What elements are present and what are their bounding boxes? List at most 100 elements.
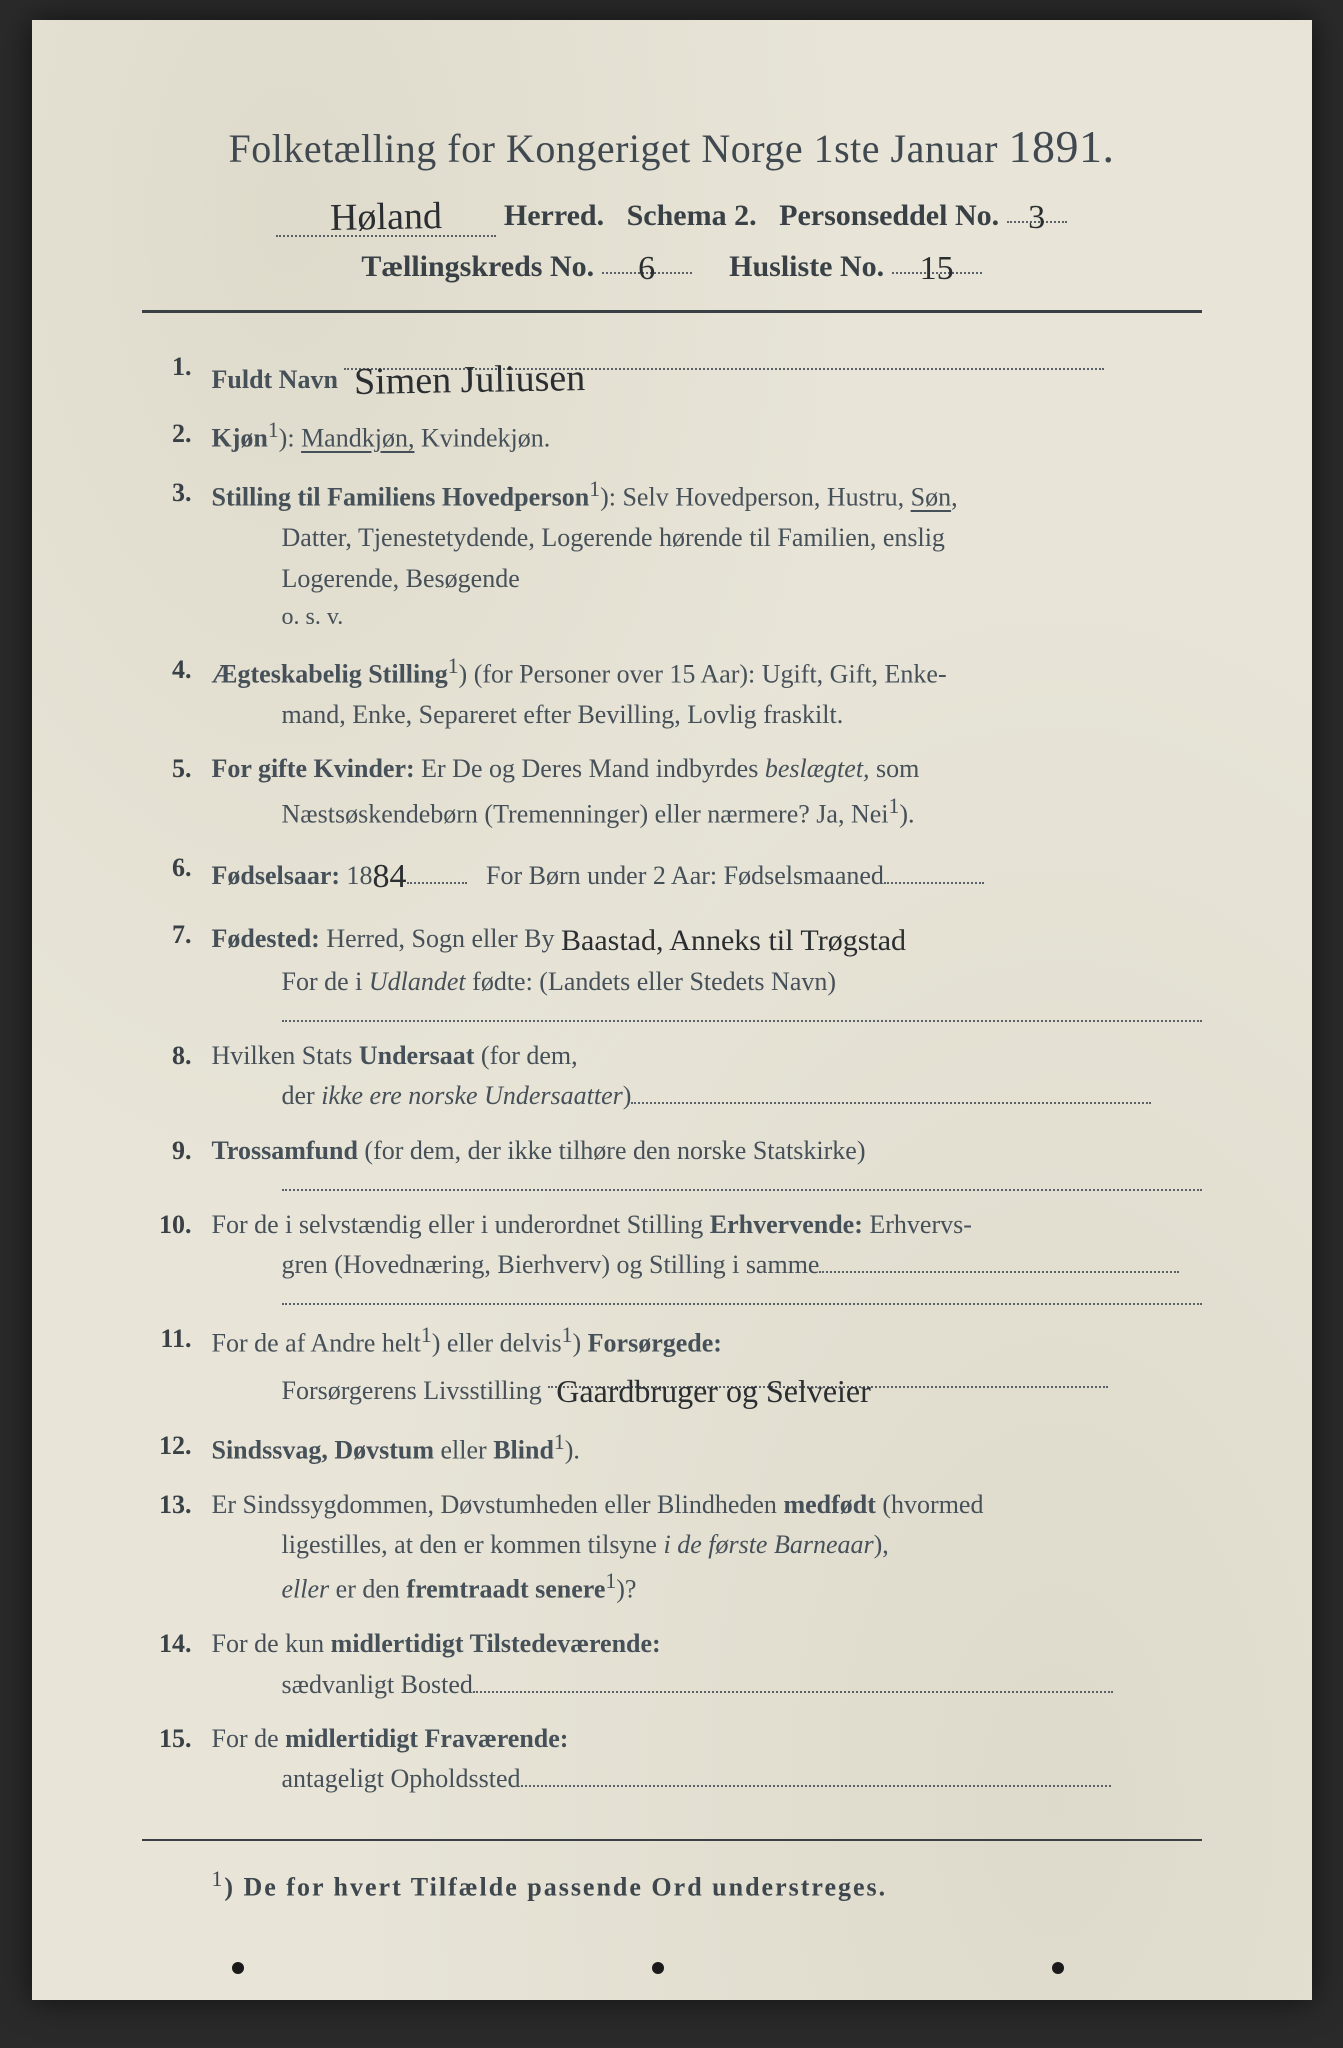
field-14: For de kun midlertidigt Tilstedeværende:… <box>142 1624 1202 1705</box>
title-text: Folketælling for Kongeriget Norge 1ste J… <box>229 126 1009 171</box>
schema-label: Schema 2. <box>627 199 757 232</box>
f5-label: For gifte Kvinder: <box>212 754 415 783</box>
f7-em: Udlandet <box>369 967 466 996</box>
field-4: Ægteskabelig Stilling1) (for Personer ov… <box>142 650 1202 735</box>
f5-line2: Næstsøskendebørn (Tremenninger) eller næ… <box>212 790 1202 835</box>
f10-line1b: Erhvervs- <box>863 1210 972 1239</box>
herred-handwritten: Høland <box>330 194 443 240</box>
footnote: 1) De for hvert Tilfælde passende Ord un… <box>142 1867 1202 1903</box>
field-10: For de i selvstændig eller i underordnet… <box>142 1205 1202 1306</box>
f10-line1a: For de i selvstændig eller i underordnet… <box>212 1210 710 1239</box>
f13-sup: 1 <box>605 1569 616 1593</box>
f11-line2: Forsørgerens Livsstilling <box>282 1376 542 1405</box>
title-year: 1891. <box>1008 121 1114 172</box>
f5-text2: som <box>870 754 920 783</box>
f9-rest: (for dem, der ikke tilhøre den norske St… <box>358 1136 866 1165</box>
f15-line2: antageligt Opholdssted <box>282 1764 521 1793</box>
f8-em: ikke ere norske Undersaatter <box>321 1081 623 1110</box>
paper-mark-icon <box>652 1962 664 1974</box>
f14-line2: sædvanligt Bosted <box>282 1670 473 1699</box>
field-13: Er Sindssygdommen, Døvstumheden eller Bl… <box>142 1485 1202 1611</box>
f6-label: Fødselsaar: <box>212 861 341 890</box>
f4-line2: mand, Enke, Separeret efter Bevilling, L… <box>212 695 1202 735</box>
f13-line3wrap: eller er den fremtraadt senere1)? <box>212 1565 1202 1610</box>
f13-em: i de første Barneaar <box>663 1530 873 1559</box>
personseddel-label: Personseddel No. <box>779 199 999 232</box>
f11-line1a: For de af Andre helt <box>212 1329 421 1358</box>
f12-label2: Blind <box>493 1435 554 1464</box>
f13-label2: fremtraadt senere <box>406 1575 605 1604</box>
f9-dotline <box>282 1171 1202 1191</box>
f1-label: Fuldt Navn <box>212 365 338 394</box>
f11-sup2: 1 <box>562 1323 573 1347</box>
f3-label: Stilling til Familiens Hovedperson <box>212 483 590 512</box>
f12-tail: ). <box>565 1435 580 1464</box>
f1-name-hw: Simen Juliusen <box>354 349 586 412</box>
f7-place-hw: Baastad, Anneks til Trøgstad <box>561 918 906 965</box>
footnote-sup: 1 <box>212 1867 225 1891</box>
f2-kvindekjon: Kvindekjøn. <box>421 424 550 453</box>
husliste-no-hw: 15 <box>920 250 954 288</box>
subheader-line-2: Tællingskreds No. 6 Husliste No. 15 <box>142 247 1202 284</box>
kreds-label: Tællingskreds No. <box>361 250 594 283</box>
f5-em1: beslægtet, <box>765 754 870 783</box>
f5-text1: Er De og Deres Mand indbyrdes <box>415 754 765 783</box>
f13-line1b: (hvormed <box>876 1490 984 1519</box>
f6-rest: For Børn under 2 Aar: Fødselsmaaned <box>486 861 884 890</box>
f12-label: Sindssvag, Døvstum <box>212 1435 435 1464</box>
footnote-text: ) De for hvert Tilfælde passende Ord und… <box>224 1873 887 1902</box>
f7-dotline <box>282 1002 1202 1022</box>
f7-line2: For de i <box>282 967 369 996</box>
personseddel-no-hw: 3 <box>1028 199 1045 237</box>
f7-label: Fødested: <box>212 924 320 953</box>
f13-label: medfødt <box>783 1490 875 1519</box>
f11-line1b: ) eller delvis <box>432 1329 562 1358</box>
f13-line2b: ), <box>874 1530 889 1559</box>
f3-son: Søn <box>911 483 951 512</box>
f11-sup1: 1 <box>421 1323 432 1347</box>
f4-paren: (for Personer over 15 Aar): <box>467 660 762 689</box>
field-7: Fødested: Herred, Sogn eller By Baastad,… <box>142 915 1202 1022</box>
f8-line2wrap: der ikke ere norske Undersaatter) <box>212 1076 1202 1116</box>
f11-livsstilling-hw: Gaardbruger og Selveier <box>556 1367 871 1417</box>
field-5: For gifte Kvinder: Er De og Deres Mand i… <box>142 749 1202 834</box>
herred-label: Herred. <box>504 199 604 232</box>
divider-top <box>142 310 1202 313</box>
f4-rest: Ugift, Gift, Enke- <box>762 660 947 689</box>
f6-prefix: 18 <box>340 861 373 890</box>
f12-sup: 1 <box>554 1430 565 1454</box>
f11-label: Forsørgede: <box>588 1329 722 1358</box>
f5-sup: 1 <box>889 794 900 818</box>
f10-line2: gren (Hovednæring, Bierhverv) og Stillin… <box>282 1250 820 1279</box>
f13-line2wrap: ligestilles, at den er kommen tilsyne i … <box>212 1525 1202 1565</box>
field-9: Trossamfund (for dem, der ikke tilhøre d… <box>142 1131 1202 1191</box>
f8-line1b: (for dem, <box>474 1041 577 1070</box>
f15-label: midlertidigt Fraværende: <box>285 1724 568 1753</box>
f7-line2wrap: For de i Udlandet fødte: (Landets eller … <box>212 962 1202 1002</box>
husliste-label: Husliste No. <box>729 250 884 283</box>
f5-line2a: Næstsøskendebørn (Tremenninger) eller næ… <box>282 799 889 828</box>
f15-line1: For de <box>212 1724 286 1753</box>
f14-line1: For de kun <box>212 1629 331 1658</box>
f15-line2wrap: antageligt Opholdssted <box>212 1759 1202 1799</box>
f4-label: Ægteskabelig Stilling <box>212 660 448 689</box>
f8-line2: der <box>282 1081 322 1110</box>
f7-text1: Herred, Sogn eller By <box>320 924 561 953</box>
f13-line3a: eller <box>282 1575 330 1604</box>
subheader-line-1: Høland Herred. Schema 2. Personseddel No… <box>142 191 1202 237</box>
f3-line3: Logerende, Besøgende <box>212 559 1202 599</box>
field-2: Kjøn1): Mandkjøn, Kvindekjøn. <box>142 414 1202 459</box>
field-6: Fødselsaar: 1884 For Børn under 2 Aar: F… <box>142 848 1202 901</box>
f3-line4: o. s. v. <box>212 599 1202 636</box>
paper-mark-icon <box>1052 1962 1064 1974</box>
kreds-no-hw: 6 <box>638 250 655 288</box>
f2-mandkjon: Mandkjøn, <box>301 424 414 453</box>
f8-line2b: ) <box>623 1081 632 1110</box>
paper-mark-icon <box>232 1962 244 1974</box>
f12-rest: eller <box>434 1435 493 1464</box>
field-8: Hvilken Stats Undersaat (for dem, der ik… <box>142 1036 1202 1117</box>
f2-label: Kjøn <box>212 424 268 453</box>
f3-sup: 1 <box>589 477 600 501</box>
f10-dotline <box>282 1285 1202 1305</box>
f3-text1: Selv Hovedperson, Hustru, <box>622 483 910 512</box>
